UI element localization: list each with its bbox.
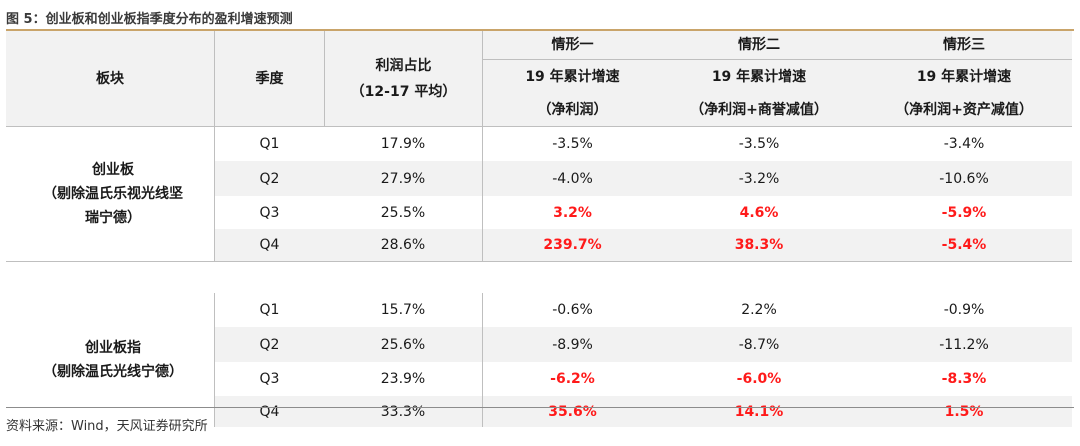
cell-scenario-3: -10.6% <box>856 161 1072 196</box>
cell-quarter: Q3 <box>214 362 324 396</box>
cell-scenario-3-highlight: -5.4% <box>856 229 1072 261</box>
cell-scenario-1: -3.5% <box>482 127 662 161</box>
cell-share: 17.9% <box>380 136 426 152</box>
cell-quarter: Q3 <box>214 196 324 229</box>
cell-scenario-3: -11.2% <box>856 327 1072 362</box>
group-label-chinext: 创业板 （剔除温氏乐视光线坚 瑞宁德） <box>6 127 214 261</box>
group-label-line: 瑞宁德） <box>85 210 141 226</box>
header-scenario-1-line2: （净利润） <box>482 93 662 127</box>
figure-title: 图 5：创业板和创业板指季度分布的盈利增速预测 <box>6 12 293 27</box>
header-scenario-3-name: 情形三 <box>856 31 1072 59</box>
cell-share: 33.3% <box>324 396 482 427</box>
source-note: 资料来源：Wind，天风证券研究所 <box>6 419 208 434</box>
top-rule <box>6 29 1074 31</box>
cell-quarter: Q4 <box>214 229 324 261</box>
cell-scenario-3-highlight: -5.9% <box>941 204 987 221</box>
cell-scenario-2: -3.5% <box>738 136 780 152</box>
cell-scenario-1-highlight: 239.7% <box>482 229 662 261</box>
cell-quarter: Q2 <box>214 161 324 196</box>
cell-scenario-3-highlight: -8.3% <box>941 371 987 387</box>
forecast-table: 板块 季度 利润占比 （12-17 平均） 情形一 情形二 情形三 19 年累计… <box>6 31 1072 427</box>
cell-scenario-2-highlight: 14.1% <box>662 396 856 427</box>
cell-scenario-1-highlight: -6.2% <box>482 362 662 396</box>
cell-scenario-1-highlight: 3.2% <box>482 196 662 229</box>
cell-share: 23.9% <box>380 371 426 387</box>
header-scenario-1-name: 情形一 <box>482 31 662 59</box>
group-label-line: 创业板 <box>92 162 134 178</box>
cell-scenario-1-highlight: 35.6% <box>482 396 662 427</box>
cell-scenario-2-highlight: 4.6% <box>739 204 779 221</box>
cell-share: 28.6% <box>324 229 482 261</box>
header-scenario-2-line2: （净利润+商誉减值） <box>662 93 856 127</box>
cell-scenario-3: -0.9% <box>943 302 985 318</box>
header-scenario-2-line1: 19 年累计增速 <box>662 59 856 93</box>
header-scenario-3-line2: （净利润+资产减值） <box>856 93 1072 127</box>
cell-share: 25.6% <box>324 327 482 362</box>
cell-scenario-2-highlight: -6.0% <box>736 371 782 387</box>
cell-scenario-2: -8.7% <box>662 327 856 362</box>
header-scenario-2-name: 情形二 <box>662 31 856 59</box>
cell-scenario-2-highlight: 38.3% <box>662 229 856 261</box>
group-label-chinext-index: 创业板指 （剔除温氏光线宁德） <box>6 293 214 427</box>
cell-scenario-2: -3.2% <box>662 161 856 196</box>
cell-scenario-1: -8.9% <box>482 327 662 362</box>
cell-scenario-3-highlight: 1.5% <box>856 396 1072 427</box>
cell-quarter: Q1 <box>214 127 324 161</box>
header-quarter: 季度 <box>214 31 324 127</box>
header-scenario-3-line1: 19 年累计增速 <box>856 59 1072 93</box>
cell-quarter: Q4 <box>214 396 324 427</box>
cell-share: 25.5% <box>380 204 426 221</box>
header-profit-share-line1: 利润占比 <box>375 57 432 74</box>
cell-quarter: Q1 <box>214 293 324 327</box>
header-segment: 板块 <box>6 31 214 127</box>
header-profit-share: 利润占比 （12-17 平均） <box>324 31 482 127</box>
cell-scenario-3: -3.4% <box>943 136 985 152</box>
group-separator <box>6 261 1072 293</box>
group-label-line: 创业板指 <box>85 340 141 356</box>
group-label-line: （剔除温氏光线宁德） <box>43 364 183 380</box>
bottom-rule <box>6 407 1074 408</box>
cell-scenario-2: 2.2% <box>741 302 777 318</box>
cell-share: 27.9% <box>324 161 482 196</box>
header-profit-share-line2: （12-17 平均） <box>350 83 457 100</box>
cell-scenario-1: -4.0% <box>482 161 662 196</box>
cell-share: 15.7% <box>380 302 426 318</box>
cell-scenario-1: -0.6% <box>482 293 662 327</box>
header-scenario-1-line1: 19 年累计增速 <box>482 59 662 93</box>
group-label-line: （剔除温氏乐视光线坚 <box>43 186 183 202</box>
cell-quarter: Q2 <box>214 327 324 362</box>
